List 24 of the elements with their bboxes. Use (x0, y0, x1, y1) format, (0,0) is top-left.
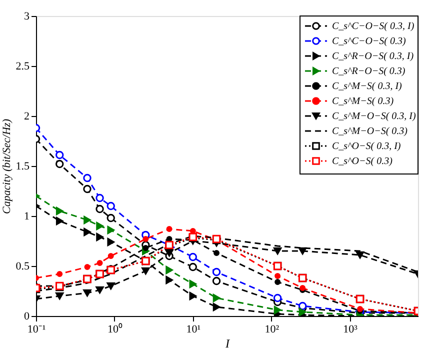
legend-label: C_s^M−S( 0.3) (332, 96, 394, 107)
legend-label: C_s^C−O−S( 0.3) (332, 36, 406, 47)
y-tick-label: 2 (24, 110, 30, 122)
legend-label: C_s^O−S( 0.3) (332, 156, 394, 167)
x-tick-label: 10¹ (186, 324, 201, 336)
y-tick-label: 0 (24, 310, 30, 322)
y-tick-label: 1.5 (16, 160, 30, 172)
legend-label: C_s^C−O−S( 0.3, I) (332, 21, 415, 32)
x-tick-label: 10² (264, 324, 280, 336)
legend-label: C_s^R−O−S( 0.3, I) (332, 51, 414, 62)
x-axis-title: I (224, 336, 230, 350)
x-tick-label: 10³ (343, 324, 358, 336)
legend-label: C_s^M−O−S( 0.3, I) (332, 111, 416, 122)
y-tick-label: 2.5 (16, 60, 30, 72)
y-axis-title: Capacity (bit/Sec/Hz) (0, 118, 13, 214)
legend-label: C_s^O−S( 0.3, I) (332, 141, 402, 152)
y-tick-label: 0.5 (16, 260, 30, 272)
x-tick-label: 10⁻¹ (27, 324, 46, 336)
x-tick-label: 10⁰ (107, 322, 122, 336)
legend-label: C_s^M−S( 0.3, I) (332, 81, 403, 92)
y-tick-label: 3 (24, 10, 30, 22)
y-tick-label: 1 (24, 210, 30, 222)
legend-label: C_s^M−O−S( 0.3) (332, 126, 408, 137)
legend-label: C_s^R−O−S( 0.3) (332, 66, 406, 77)
